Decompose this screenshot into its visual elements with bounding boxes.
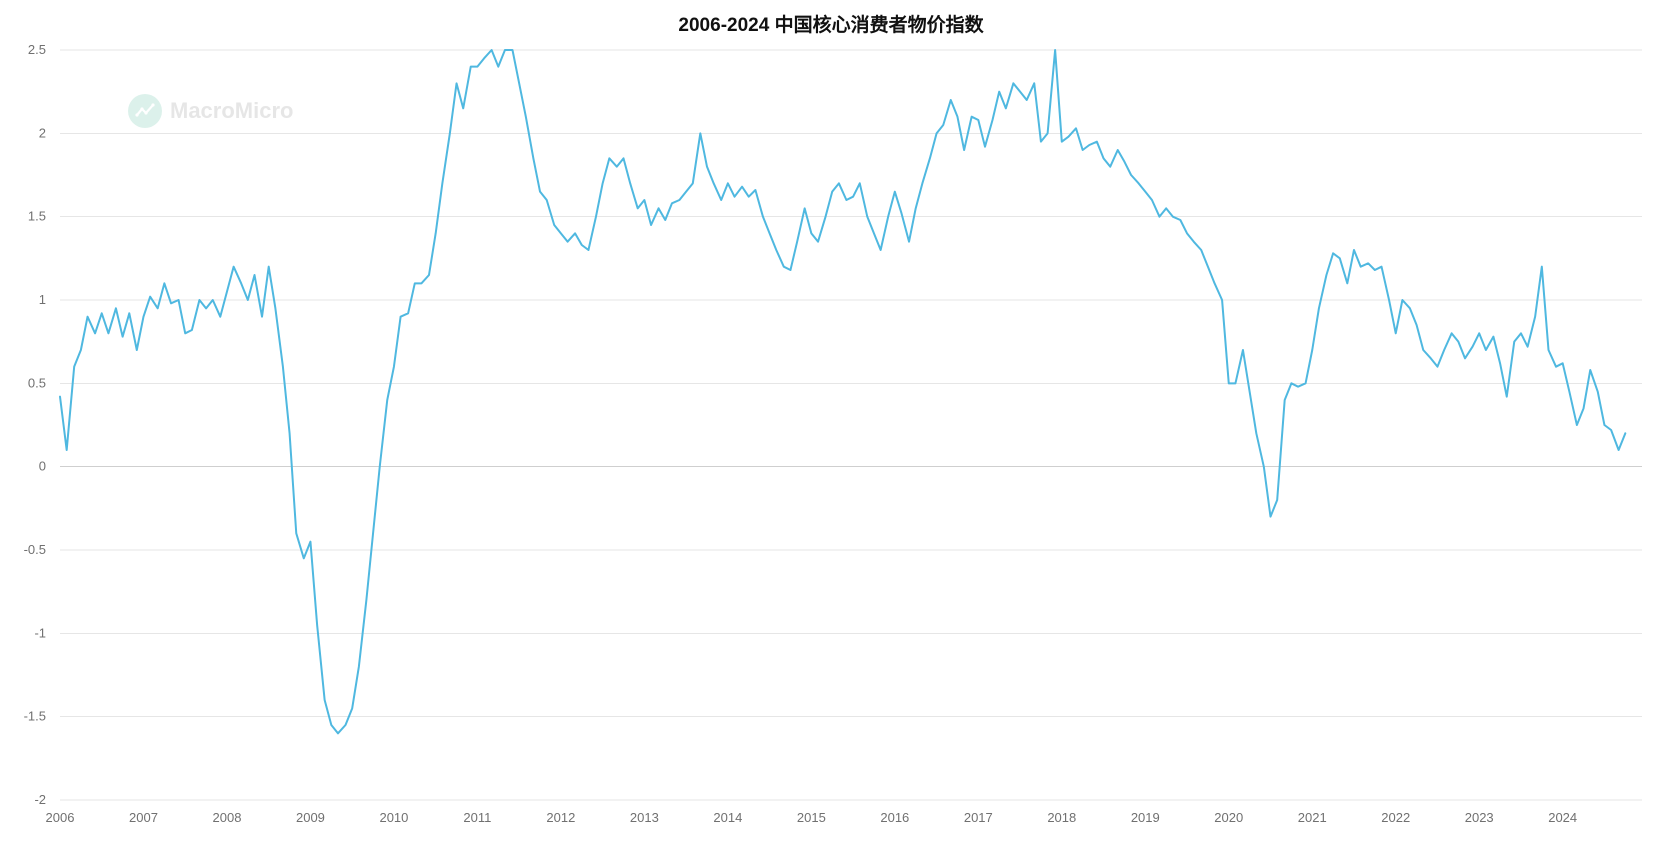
x-axis-label: 2017 [964,810,993,825]
y-axis-label: 0 [39,459,46,474]
x-axis-label: 2019 [1131,810,1160,825]
y-axis-label: 1 [39,292,46,307]
x-axis-label: 2016 [880,810,909,825]
x-axis-label: 2014 [713,810,742,825]
y-axis-label: -0.5 [24,542,46,557]
x-axis-label: 2012 [546,810,575,825]
series-line-core-cpi [60,50,1625,733]
x-axis-label: 2006 [46,810,75,825]
x-axis-label: 2023 [1465,810,1494,825]
y-axis-label: -1.5 [24,709,46,724]
y-axis-label: 1.5 [28,209,46,224]
x-axis-label: 2010 [379,810,408,825]
y-axis-label: 2.5 [28,42,46,57]
y-axis-label: 2 [39,125,46,140]
y-axis-label: 0.5 [28,375,46,390]
y-axis-label: -2 [34,792,46,807]
x-axis-label: 2024 [1548,810,1577,825]
y-axis-label: -1 [34,625,46,640]
x-axis-label: 2008 [213,810,242,825]
chart-container: 2006-2024 中国核心消费者物价指数 MacroMicro -2-1.5-… [0,0,1662,842]
chart-plot-area: -2 -1.5 -1 -0.5 0 0.5 1 1.5 2 2.5 2006 2007 2008 2009… [0,0,1662,842]
x-axis-label: 2020 [1214,810,1243,825]
x-axis-label: 2015 [797,810,826,825]
x-axis-label: 2018 [1047,810,1076,825]
x-axis-label: 2013 [630,810,659,825]
chart-title: 2006-2024 中国核心消费者物价指数 [0,10,1662,37]
x-axis-label: 2009 [296,810,325,825]
x-axis-label: 2021 [1298,810,1327,825]
x-axis-label: 2011 [463,810,491,825]
x-axis-label: 2007 [129,810,158,825]
x-axis-label: 2022 [1381,810,1410,825]
